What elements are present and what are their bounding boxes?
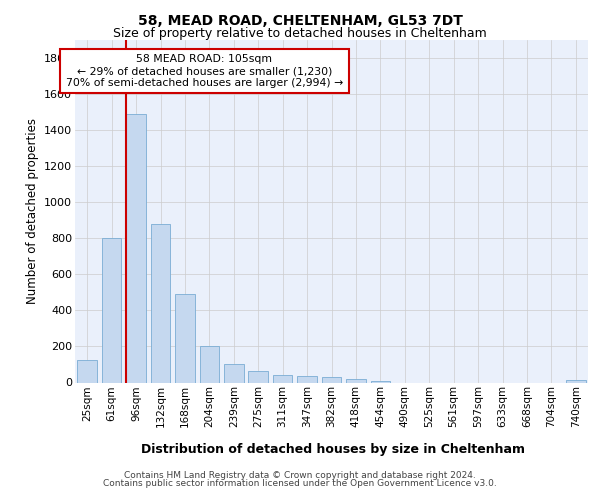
Text: Contains HM Land Registry data © Crown copyright and database right 2024.: Contains HM Land Registry data © Crown c… xyxy=(124,471,476,480)
Bar xyxy=(224,364,244,382)
Text: Size of property relative to detached houses in Cheltenham: Size of property relative to detached ho… xyxy=(113,26,487,40)
Y-axis label: Number of detached properties: Number of detached properties xyxy=(26,118,38,304)
Bar xyxy=(151,224,170,382)
Bar xyxy=(322,377,341,382)
Bar xyxy=(346,379,366,382)
Bar xyxy=(297,376,317,382)
Text: Distribution of detached houses by size in Cheltenham: Distribution of detached houses by size … xyxy=(141,442,525,456)
Bar xyxy=(566,380,586,382)
Bar xyxy=(273,376,292,382)
Bar xyxy=(175,294,194,382)
Bar xyxy=(102,238,121,382)
Bar xyxy=(371,380,390,382)
Text: Contains public sector information licensed under the Open Government Licence v3: Contains public sector information licen… xyxy=(103,479,497,488)
Bar xyxy=(248,371,268,382)
Text: 58 MEAD ROAD: 105sqm
← 29% of detached houses are smaller (1,230)
70% of semi-de: 58 MEAD ROAD: 105sqm ← 29% of detached h… xyxy=(66,54,343,88)
Text: 58, MEAD ROAD, CHELTENHAM, GL53 7DT: 58, MEAD ROAD, CHELTENHAM, GL53 7DT xyxy=(137,14,463,28)
Bar xyxy=(200,346,219,383)
Bar xyxy=(127,114,146,382)
Bar xyxy=(77,360,97,382)
